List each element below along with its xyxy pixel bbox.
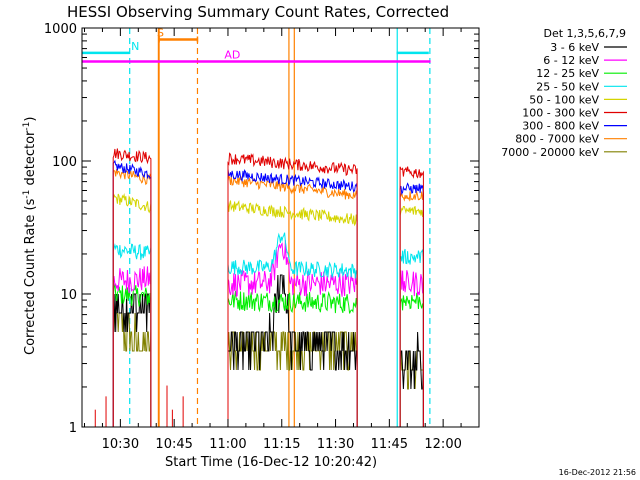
x-tick-label: 11:30 <box>317 437 354 452</box>
legend-label: 6 - 12 keV <box>543 54 599 67</box>
x-tick-label: 11:00 <box>209 437 246 452</box>
legend-label: 800 - 7000 keV <box>515 133 599 146</box>
flag-label-n: N <box>131 40 139 53</box>
flag-label-ad: AD <box>224 48 240 61</box>
series-trace-green <box>227 290 358 427</box>
y-axis-label-main: Corrected Count Rate (s <box>23 198 38 355</box>
y-axis-label-end: ) <box>23 117 38 122</box>
y-tick-label: 1000 <box>44 22 77 37</box>
x-tick-label: 11:15 <box>263 437 300 452</box>
series-trace-black <box>399 331 424 427</box>
axes-ticks: 10:30 10:45 11:00 11:15 11:30 11:45 12:00 1 10 10… <box>44 22 480 452</box>
y-axis-label-mid: detector <box>23 130 38 190</box>
flag-label-s: S <box>157 26 164 39</box>
series-trace-orange <box>227 174 358 427</box>
plot-area: N S AD <box>82 26 431 427</box>
series-trace-orange <box>399 190 424 427</box>
series-trace-yellow <box>227 200 358 427</box>
legend-label: 25 - 50 keV <box>536 80 599 93</box>
series-trace-red <box>112 148 152 427</box>
series-trace-black <box>227 274 358 427</box>
series-trace-yellow <box>399 205 424 427</box>
series-trace-green <box>399 292 424 427</box>
series-trace-magenta <box>399 270 424 427</box>
legend-label: 3 - 6 keV <box>550 41 599 54</box>
legend-label: 12 - 25 keV <box>536 67 599 80</box>
legend-label: 50 - 100 keV <box>529 93 599 106</box>
x-tick-label: 10:45 <box>155 437 192 452</box>
y-axis-label-sup1: -1 <box>22 190 32 199</box>
series-trace-yellow <box>112 193 152 427</box>
series-trace-blue <box>399 182 424 427</box>
y-tick-label: 10 <box>60 288 77 303</box>
series-trace-magenta <box>227 240 358 427</box>
x-tick-label: 10:30 <box>102 437 139 452</box>
series-trace-cyan <box>112 243 152 427</box>
series-trace-cyan <box>227 232 358 427</box>
legend-label: 100 - 300 keV <box>522 107 599 120</box>
x-axis-label: Start Time (16-Dec-12 10:20:42) <box>165 455 377 470</box>
series-trace-red <box>399 166 424 427</box>
legend-label: 300 - 800 keV <box>522 120 599 133</box>
plot-frame <box>81 27 480 428</box>
y-axis-label: Corrected Count Rate (s-1 detector-1) <box>22 117 38 355</box>
series-trace-magenta <box>112 266 152 427</box>
legend-label: 7000 - 20000 keV <box>501 146 599 159</box>
x-tick-label: 12:00 <box>424 437 461 452</box>
y-tick-label: 1 <box>69 421 77 436</box>
series-trace-cyan <box>399 248 424 427</box>
y-axis-label-sup2: -1 <box>22 122 32 131</box>
series-trace-red <box>227 152 358 427</box>
footer-timestamp: 16-Dec-2012 21:56 <box>559 468 636 477</box>
chart-title: HESSI Observing Summary Count Rates, Cor… <box>67 3 449 21</box>
series-trace-orange <box>112 169 152 427</box>
series-trace-olive <box>112 312 152 427</box>
y-tick-label: 100 <box>52 155 77 170</box>
series-trace-olive <box>227 331 358 427</box>
legend-title: Det 1,3,5,6,7,9 <box>543 27 626 40</box>
x-tick-label: 11:45 <box>371 437 408 452</box>
series-trace-blue <box>112 159 152 427</box>
series-trace-blue <box>227 169 358 427</box>
